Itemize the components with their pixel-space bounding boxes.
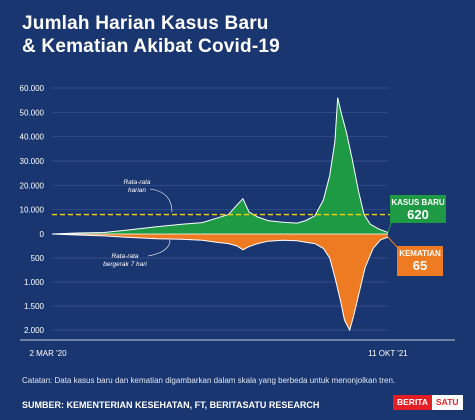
area-kasus-baru — [52, 97, 388, 234]
callout-connector — [387, 236, 399, 249]
annotation-pointer — [149, 188, 173, 213]
line-kasus-baru-rata-rata — [51, 97, 389, 235]
chart-title-line2: & Kematian Akibat Covid-19 — [22, 36, 280, 57]
y-tick-label: 50.000 — [20, 108, 45, 117]
source-line: SUMBER: KEMENTERIAN KESEHATAN, FT, BERIT… — [22, 400, 320, 410]
callout-kematian: KEMATIAN 65 — [397, 246, 443, 276]
y-tick-label: 10.000 — [20, 206, 45, 215]
callout-kasus-baru-value: 620 — [407, 207, 429, 222]
y-tick-label: 2.000 — [24, 326, 45, 335]
callout-kematian-value: 65 — [412, 258, 428, 273]
y-tick-label: 500 — [31, 254, 45, 263]
line-kematian-rata-rata — [51, 233, 389, 332]
y-tick-label: 20.000 — [20, 181, 45, 190]
y-tick-label: 1.500 — [24, 302, 45, 311]
y-tick-label: 60.000 — [20, 84, 45, 93]
callout-kematian-label: KEMATIAN — [399, 249, 441, 258]
chart-title: Jumlah Harian Kasus Baru & Kematian Akib… — [22, 12, 280, 58]
y-tick-label: 30.000 — [20, 157, 45, 166]
beritasatu-logo: BERITA SATU — [393, 395, 463, 410]
annotation-pointer — [147, 239, 171, 257]
annotation-rata-7hari-line2: bergerak 7 hari — [103, 261, 147, 268]
callout-kasus-baru: KASUS BARU 620 — [390, 195, 446, 223]
callout-kasus-baru-label: KASUS BARU — [391, 198, 445, 207]
annotation-rata-harian-line1: Rata-rata — [123, 179, 150, 186]
y-tick-label: 1.000 — [24, 278, 45, 287]
x-tick-label-start: 2 MAR '20 — [29, 349, 67, 358]
y-tick-label: 0 — [40, 230, 45, 239]
footnote: Catatan: Data kasus baru dan kematian di… — [22, 376, 396, 385]
logo-part1: BERITA — [393, 395, 433, 410]
logo-part2: SATU — [432, 395, 463, 410]
chart-title-line1: Jumlah Harian Kasus Baru — [22, 13, 269, 34]
y-tick-label: 40.000 — [20, 133, 45, 142]
annotation-rata-7hari-line1: Rata-rata — [111, 253, 138, 260]
annotation-rata-harian-line2: harian — [128, 187, 146, 194]
x-tick-label-end: 11 OKT '21 — [368, 349, 408, 358]
area-kematian — [52, 234, 388, 330]
